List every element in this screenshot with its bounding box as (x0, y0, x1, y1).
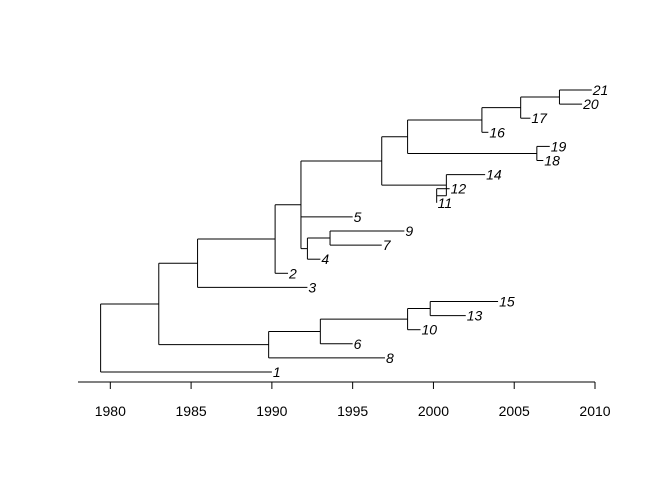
tip-label-12: 12 (451, 181, 467, 197)
tip-label-19: 19 (551, 138, 567, 154)
tip-label-20: 20 (582, 96, 599, 112)
tip-label-11: 11 (438, 195, 453, 211)
tip-label-21: 21 (592, 82, 609, 98)
axis-tick-label: 1990 (256, 403, 287, 419)
tip-label-10: 10 (422, 322, 438, 338)
axis-tick-label: 1980 (95, 403, 126, 419)
tip-label-18: 18 (544, 153, 560, 169)
tip-label-13: 13 (467, 308, 483, 324)
tip-label-14: 14 (486, 167, 502, 183)
tree-edges (100, 89, 592, 373)
tip-label-6: 6 (354, 336, 362, 352)
time-axis: 1980 1985 1990 1995 2000 2005 2010 (78, 381, 611, 419)
tip-label-5: 5 (354, 209, 362, 225)
tip-label-16: 16 (489, 124, 505, 140)
axis-tick-label: 2005 (499, 403, 530, 419)
tip-label-8: 8 (386, 350, 394, 366)
tip-label-3: 3 (308, 279, 316, 295)
tip-label-1: 1 (273, 364, 281, 380)
axis-tick-label: 1985 (176, 403, 207, 419)
tip-label-17: 17 (531, 110, 548, 126)
tip-label-9: 9 (405, 223, 413, 239)
axis-tick-label: 2000 (418, 403, 449, 419)
tip-label-7: 7 (383, 237, 392, 253)
tip-label-15: 15 (499, 294, 515, 310)
axis-tick-label: 2010 (579, 403, 610, 419)
tip-label-4: 4 (321, 251, 329, 267)
tip-label-2: 2 (288, 265, 297, 281)
axis-tick-label: 1995 (337, 403, 368, 419)
